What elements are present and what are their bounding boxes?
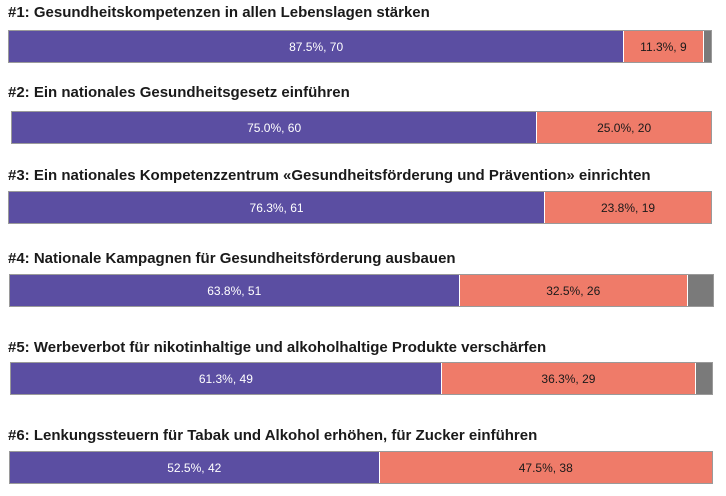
chart-title: #6: Lenkungssteuern für Tabak und Alkoho… (8, 427, 538, 444)
bar-segment: 75.0%, 60 (12, 112, 537, 143)
chart-title: #4: Nationale Kampagnen für Gesundheitsf… (8, 250, 456, 267)
bar-segment (695, 363, 712, 394)
stacked-bar: 75.0%, 60 25.0%, 20 (11, 111, 712, 144)
bar-segment: 25.0%, 20 (536, 112, 711, 143)
bar-segment: 76.3%, 61 (9, 192, 545, 223)
data-label: 36.3%, 29 (541, 371, 596, 386)
bar-segment: 87.5%, 70 (9, 31, 624, 62)
chart-title: #1: Gesundheitskompetenzen in allen Lebe… (8, 4, 430, 21)
data-label: 32.5%, 26 (546, 283, 601, 298)
bar-segment (702, 31, 711, 62)
bar-segment: 23.8%, 19 (544, 192, 711, 223)
chart-title: #5: Werbeverbot für nikotinhaltige und a… (8, 339, 547, 356)
data-label: 63.8%, 51 (207, 283, 262, 298)
bar-segment (686, 275, 713, 306)
bar-segment: 36.3%, 29 (440, 363, 696, 394)
bar-segment: 61.3%, 49 (11, 363, 441, 394)
chart-5: #5: Werbeverbot für nikotinhaltige und a… (0, 339, 726, 398)
chart-3: #3: Ein nationales Kompetenzzentrum «Ges… (0, 167, 726, 227)
chart-4: #4: Nationale Kampagnen für Gesundheitsf… (0, 250, 726, 310)
data-label: 61.3%, 49 (198, 371, 253, 386)
data-label: 52.5%, 42 (167, 460, 222, 475)
stacked-bar: 87.5%, 70 11.3%, 9 (8, 30, 712, 63)
bar-segment: 32.5%, 26 (458, 275, 687, 306)
stacked-bar: 61.3%, 49 36.3%, 29 (10, 362, 713, 395)
stacked-bar: 52.5%, 42 47.5%, 38 (9, 451, 713, 484)
data-label: 23.8%, 19 (601, 200, 656, 215)
chart-title: #2: Ein nationales Gesundheitsgesetz ein… (8, 84, 350, 101)
bar-segment: 52.5%, 42 (10, 452, 379, 483)
data-label: 47.5%, 38 (518, 460, 573, 475)
bar-segment: 11.3%, 9 (623, 31, 703, 62)
chart-2: #2: Ein nationales Gesundheitsgesetz ein… (0, 84, 726, 147)
stacked-bar: 76.3%, 61 23.8%, 19 (8, 191, 712, 224)
chart-6: #6: Lenkungssteuern für Tabak und Alkoho… (0, 427, 726, 487)
stacked-bar: 63.8%, 51 32.5%, 26 (9, 274, 714, 307)
data-label: 11.3%, 9 (640, 39, 687, 54)
bar-segment: 63.8%, 51 (10, 275, 459, 306)
data-label: 76.3%, 61 (249, 200, 304, 215)
data-label: 75.0%, 60 (247, 120, 302, 135)
data-label: 87.5%, 70 (289, 39, 344, 54)
data-label: 25.0%, 20 (597, 120, 652, 135)
chart-1: #1: Gesundheitskompetenzen in allen Lebe… (0, 4, 726, 66)
chart-title: #3: Ein nationales Kompetenzzentrum «Ges… (8, 167, 651, 184)
bar-segment: 47.5%, 38 (378, 452, 712, 483)
